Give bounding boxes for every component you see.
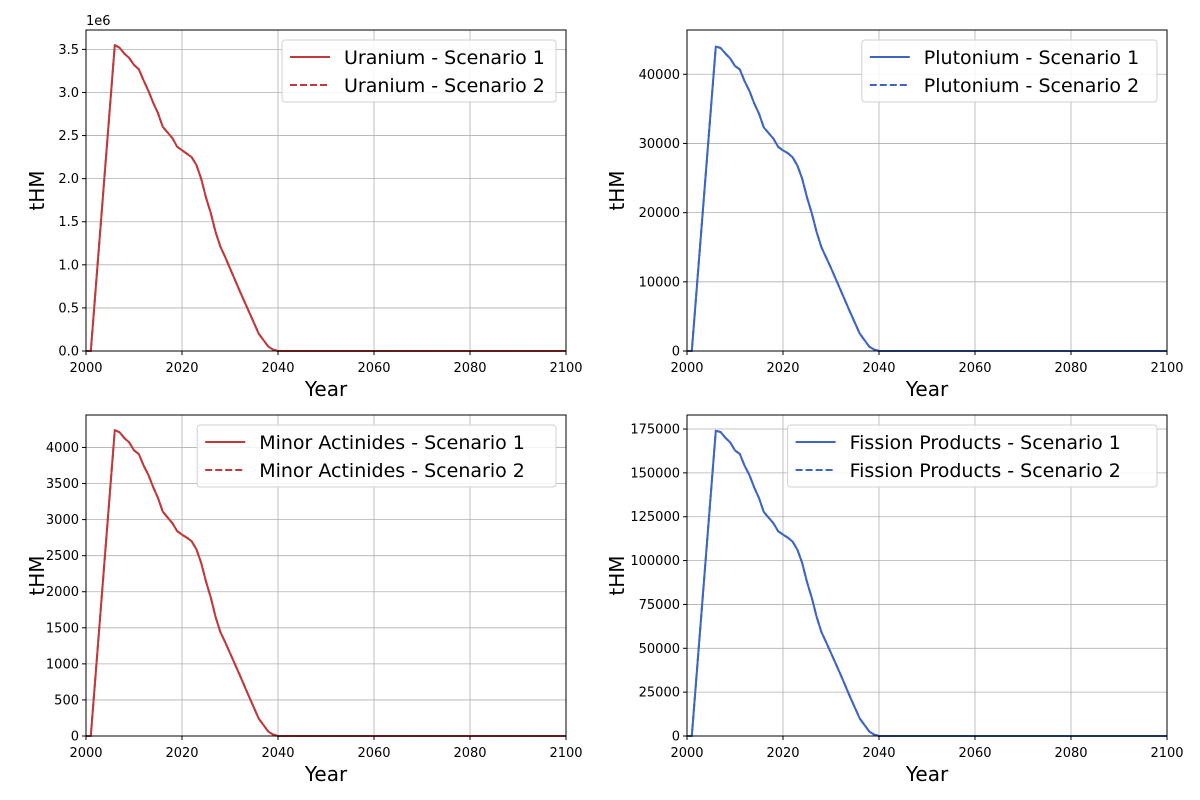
y-tick-label: 0.0 [58,345,79,360]
x-tick-label: 2080 [1054,746,1087,761]
series-group [86,44,566,352]
series-group [687,45,1167,352]
legend: Minor Actinides - Scenario 1 Minor Actini… [196,424,557,488]
y-axis-label: tHM [25,170,49,210]
y-axis-label: tHM [605,170,629,210]
y-tick-label: 10000 [639,275,680,290]
y-tick-label: 20000 [639,206,680,221]
y-tick-label: 2.0 [58,172,79,187]
legend: Plutonium - Scenario 1 Plutonium - Scenar… [861,39,1158,103]
y-tick-label: 40000 [639,68,680,83]
x-tick-label: 2060 [357,361,390,376]
x-axis-label: Year [905,762,949,786]
y-tick-label: 0 [71,730,79,745]
y-tick-label: 4000 [46,441,79,456]
x-tick-label: 2080 [1054,361,1087,376]
x-tick-label: 2080 [453,361,486,376]
series-group [687,429,1167,737]
legend-label-2: Minor Actinides - Scenario 2 [259,460,525,482]
y-axis-label: tHM [25,555,49,595]
x-tick-label: 2040 [862,361,895,376]
axes-frame [686,29,1168,352]
y-tick-label: 3500 [46,477,79,492]
chart-panel-minor-actinides: 2000 2020 2040 2060 2080 2100 0 500 1000 1500 2000… [25,414,583,786]
chart-panel-fission-products: 2000 2020 2040 2060 2080 2100 0 25000 50000 75000… [605,414,1184,786]
y-tick-label: 1.0 [58,258,79,273]
legend-label-1: Uranium - Scenario 1 [344,47,545,69]
series-line-2 [86,44,566,352]
legend-label-2: Uranium - Scenario 2 [344,75,545,97]
y-tick-label: 1500 [46,621,79,636]
x-tick-label: 2020 [766,746,799,761]
x-tick-label: 2000 [69,361,102,376]
y-tick-label: 100000 [630,554,680,569]
legend-label-2: Plutonium - Scenario 2 [924,75,1139,97]
legend-label-1: Fission Products - Scenario 1 [850,432,1121,454]
y-tick-label: 1000 [46,657,79,672]
x-tick-label: 2020 [165,361,198,376]
y-tick-label: 25000 [639,686,680,701]
legend-box [281,39,557,103]
y-tick-label: 3.0 [58,86,79,101]
legend-label-2: Fission Products - Scenario 2 [850,460,1121,482]
y-tick-label: 0 [672,730,680,745]
axes-frame [686,414,1168,737]
x-tick-label: 2100 [1150,361,1183,376]
legend-label-1: Plutonium - Scenario 1 [924,47,1139,69]
y-tick-label: 30000 [639,137,680,152]
x-tick-label: 2080 [453,746,486,761]
legend-box [861,39,1158,103]
x-tick-label: 2000 [69,746,102,761]
y-tick-label: 50000 [639,642,680,657]
legend-box [787,424,1158,488]
x-axis-label: Year [905,377,949,401]
series-line-2 [86,429,566,737]
y-tick-label: 150000 [630,466,680,481]
y-tick-label: 2000 [46,585,79,600]
x-tick-label: 2060 [958,361,991,376]
legend: Fission Products - Scenario 1 Fission Pro… [787,424,1158,488]
y-tick-label: 2500 [46,549,79,564]
y-axis-label: tHM [605,555,629,595]
x-axis-label: Year [304,762,348,786]
legend-box [196,424,557,488]
x-tick-label: 2060 [357,746,390,761]
y-tick-label: 175000 [630,423,680,438]
y-tick-label: 1.5 [58,215,79,230]
chart-panel-uranium: 2000 2020 2040 2060 2080 2100 0.0 0.5 1.0 1.5 2.0 2… [25,14,583,401]
x-axis-label: Year [304,377,348,401]
x-tick-label: 2060 [958,746,991,761]
y-tick-label: 125000 [630,510,680,525]
axes-frame [85,29,567,352]
legend-label-1: Minor Actinides - Scenario 1 [259,432,525,454]
y-tick-label: 0.5 [58,301,79,316]
y-offset-label: 1e6 [86,14,111,29]
x-tick-label: 2040 [862,746,895,761]
y-tick-label: 3.5 [58,43,79,58]
x-tick-label: 2040 [261,746,294,761]
chart-panel-plutonium: 2000 2020 2040 2060 2080 2100 0 10000 20000 30000… [605,29,1184,401]
x-tick-label: 2040 [261,361,294,376]
x-tick-label: 2020 [165,746,198,761]
y-tick-label: 500 [54,693,79,708]
x-tick-label: 2000 [670,746,703,761]
y-tick-label: 3000 [46,513,79,528]
x-tick-label: 2020 [766,361,799,376]
x-tick-label: 2100 [1150,746,1183,761]
series-line-2 [687,429,1167,737]
y-tick-label: 2.5 [58,129,79,144]
y-tick-label: 75000 [639,598,680,613]
series-line-2 [687,45,1167,352]
axes-frame [85,414,567,737]
x-tick-label: 2000 [670,361,703,376]
legend: Uranium - Scenario 1 Uranium - Scenario 2 [281,39,557,103]
x-tick-label: 2100 [549,746,582,761]
x-tick-label: 2100 [549,361,582,376]
series-group [86,429,566,737]
y-tick-label: 0 [672,345,680,360]
